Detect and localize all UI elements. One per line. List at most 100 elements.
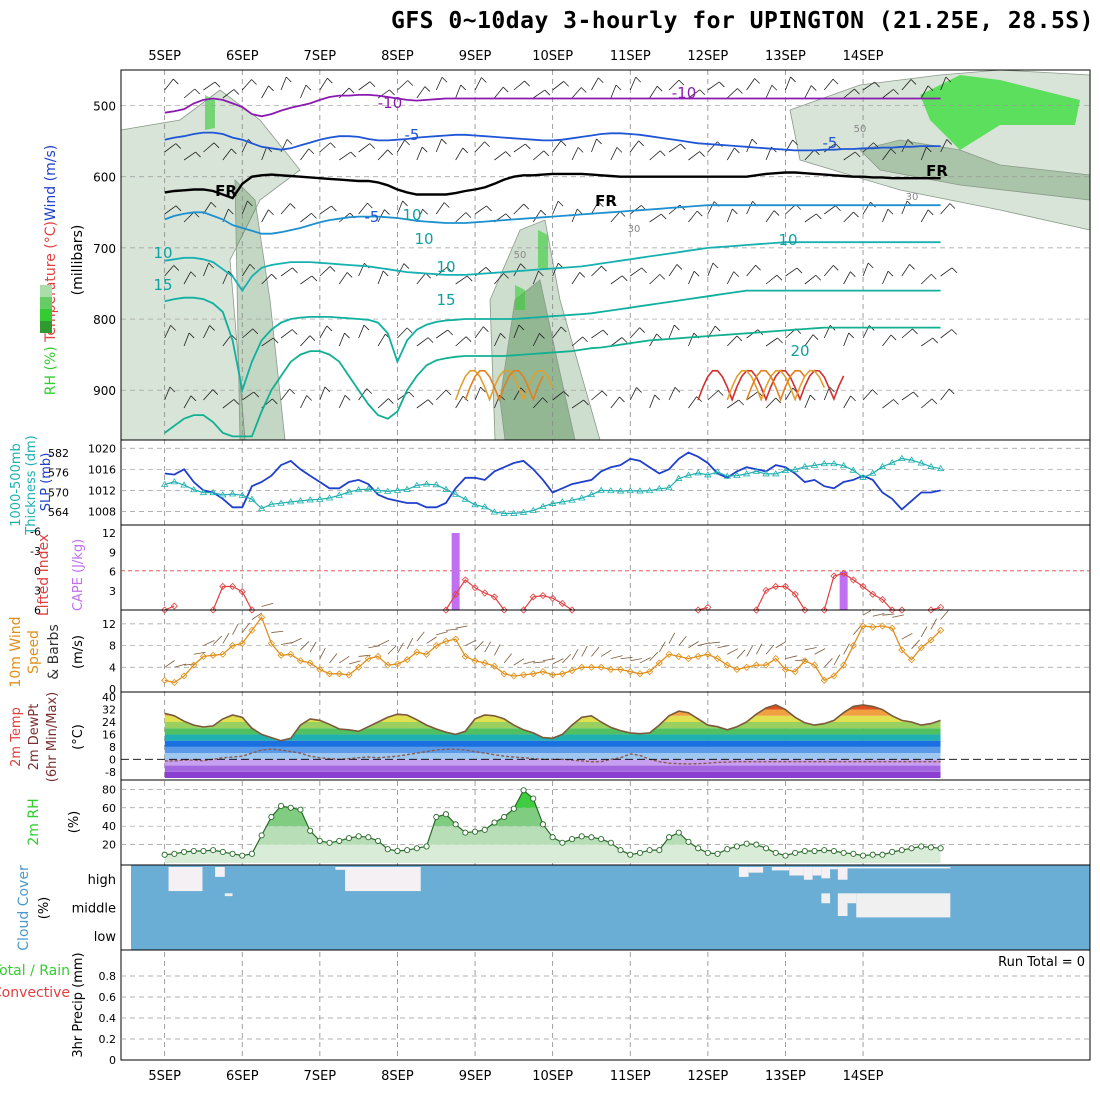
wind-barb — [785, 267, 798, 277]
wind-barb — [416, 399, 429, 409]
wind-speed-marker — [519, 671, 528, 679]
thickness-marker — [772, 470, 780, 477]
wind-barb — [319, 77, 328, 91]
wind-barb — [629, 327, 640, 339]
wind-speed-marker — [461, 652, 469, 660]
wind-barb — [717, 645, 730, 649]
wind-barb — [920, 398, 933, 409]
wind-barb — [610, 275, 623, 285]
wind-barb — [901, 79, 912, 91]
wind-barb-flag — [931, 273, 937, 280]
rh-marker — [860, 852, 867, 859]
temp-band — [164, 753, 941, 760]
y-axis-label: Thickness (dm) — [24, 435, 39, 535]
wind-barb — [300, 641, 310, 651]
rh-marker — [743, 840, 750, 847]
wind-barb-flag — [680, 143, 686, 150]
panel-frame — [120, 949, 1091, 1061]
thickness-marker — [704, 471, 712, 478]
contour-label: FR — [215, 182, 237, 200]
rh-marker — [229, 850, 236, 857]
wind-barb — [261, 602, 274, 607]
thickness-marker — [558, 498, 567, 505]
wind-speed-marker — [219, 650, 227, 658]
wind-speed-marker — [781, 665, 790, 674]
rh-marker — [239, 852, 246, 859]
contour-label: 30 — [906, 192, 919, 203]
wind-barb — [368, 645, 381, 649]
wind-barb-flag — [366, 388, 373, 394]
y-tick-label: 80 — [102, 783, 116, 796]
wind-barb — [532, 333, 540, 347]
wind-speed-marker — [713, 655, 722, 663]
lifted-index-line — [212, 585, 253, 611]
rh-marker — [937, 845, 944, 852]
wind-barb — [755, 643, 763, 655]
wind-barb — [494, 273, 504, 285]
cloud-middle-block — [224, 893, 233, 897]
wind-barb-flag — [350, 151, 357, 158]
rh-marker — [433, 813, 440, 821]
wind-barb-flag — [213, 142, 220, 149]
wind-barb — [727, 648, 739, 655]
wind-barb — [193, 651, 206, 655]
wind-barb-flag — [867, 262, 874, 269]
thickness-marker — [578, 494, 586, 501]
wind-barb — [882, 89, 894, 99]
wind-barb-flag — [693, 270, 700, 277]
thickness-marker — [665, 483, 673, 491]
wind-speed-marker — [316, 665, 324, 674]
wind-barb-flag — [872, 389, 878, 395]
rh-marker — [908, 845, 915, 852]
wind-barb-flag — [268, 85, 274, 92]
wind-barb — [261, 337, 274, 347]
lifted-index-marker — [869, 590, 877, 598]
y-tick-label: 16 — [102, 728, 116, 741]
y-axis-unit-label: (m/s) — [71, 635, 86, 669]
temp-band — [164, 765, 941, 772]
wind-barb — [746, 264, 756, 277]
wind-speed-marker — [510, 672, 518, 680]
wind-barb — [455, 336, 467, 347]
x-tick-label: 12SEP — [687, 49, 728, 64]
wind-barb — [901, 200, 908, 215]
wind-barb-flag — [369, 81, 376, 88]
wind-barb-flag — [446, 266, 453, 273]
wind-barb — [222, 334, 232, 347]
wind-barb-flag — [460, 84, 467, 91]
wind-barb — [164, 78, 174, 91]
contour-label: -5 — [365, 208, 380, 226]
wind-barb — [552, 326, 562, 339]
rh-marker — [161, 851, 168, 858]
precip-legend-total: Total / Rain — [0, 963, 70, 979]
y-tick-label: 0.4 — [99, 1012, 117, 1025]
wind-barb-flag — [190, 395, 197, 402]
wind-barb-flag — [635, 76, 642, 83]
wind-barb-flag — [948, 388, 955, 395]
wind-barb — [474, 326, 484, 339]
wind-barb-flag — [659, 274, 666, 280]
contour-label: FR — [926, 162, 948, 180]
wind-barb-flag — [674, 387, 681, 393]
y-tick-label: 3 — [109, 585, 116, 598]
slp-line — [164, 451, 941, 511]
wind-barb — [183, 332, 190, 347]
wind-barb — [707, 141, 718, 153]
rh-key-swatch — [40, 297, 52, 309]
wind-barb — [649, 85, 658, 99]
wind-barb-flag — [188, 332, 195, 339]
thickness-marker — [170, 478, 179, 485]
wind-speed-marker — [655, 659, 663, 667]
wind-barb — [726, 88, 738, 99]
cloud-level-label: low — [94, 930, 117, 945]
wind-barb-flag — [597, 201, 604, 208]
rh-marker — [792, 849, 799, 856]
wind-barb — [901, 139, 909, 153]
rh-marker — [830, 847, 838, 855]
wind-barb — [785, 655, 798, 659]
rh-marker — [821, 847, 828, 854]
wind-barb-flag — [272, 337, 279, 344]
wind-barb — [174, 663, 186, 668]
y-tick-label: 8 — [109, 741, 116, 754]
wind-barb — [562, 654, 571, 664]
